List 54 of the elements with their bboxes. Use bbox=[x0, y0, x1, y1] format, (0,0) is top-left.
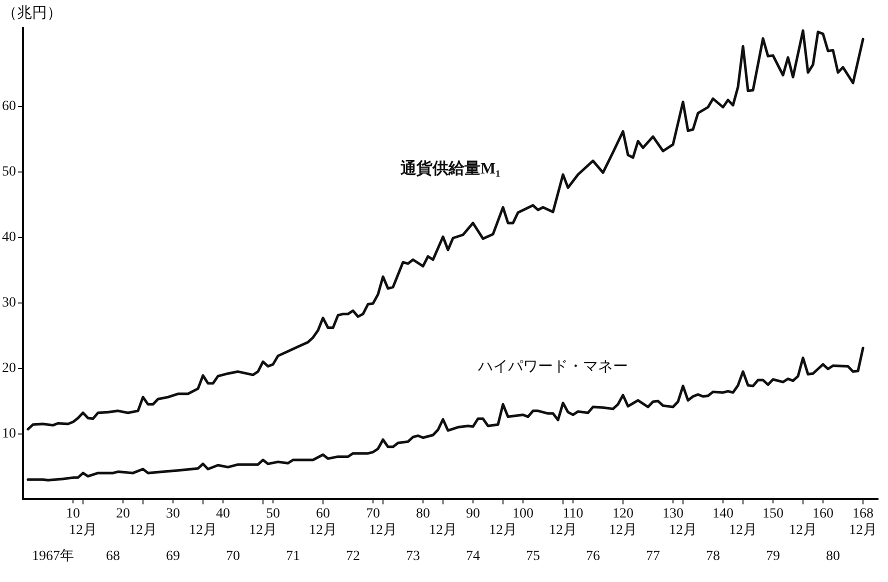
x-tick-label: 30 bbox=[166, 506, 180, 522]
x2-tick-label: 12月 bbox=[249, 522, 277, 538]
x-tick-label: 50 bbox=[266, 506, 280, 522]
text: 74 bbox=[466, 548, 480, 564]
x2-tick-label: 12月 bbox=[789, 522, 817, 538]
text: 75 bbox=[526, 548, 540, 564]
text: 71 bbox=[286, 548, 300, 564]
y-tick-label: 10 bbox=[2, 426, 16, 442]
text: 69 bbox=[166, 548, 180, 564]
x-tick-label: 140 bbox=[712, 506, 734, 522]
x2-tick-label: 12月 bbox=[669, 522, 697, 538]
text: 78 bbox=[706, 548, 720, 564]
x2-tick-label: 12月 bbox=[729, 522, 757, 538]
x-tick-label: 20 bbox=[116, 506, 130, 522]
x-tick-label: 90 bbox=[466, 506, 480, 522]
y-tick-label: 40 bbox=[2, 230, 16, 246]
x-tick-label: 110 bbox=[562, 506, 584, 522]
x-tick-label: 40 bbox=[216, 506, 230, 522]
y-tick-label: 20 bbox=[2, 360, 16, 376]
x2-tick-label: 12月 bbox=[369, 522, 397, 538]
y-tick-label: 60 bbox=[2, 99, 16, 114]
x2-tick-label: 12月 bbox=[429, 522, 457, 538]
text: 76 bbox=[586, 548, 600, 564]
text: 70 bbox=[226, 548, 240, 564]
x-tick-label: 130 bbox=[662, 506, 684, 522]
x2-tick-label: 12月 bbox=[609, 522, 637, 538]
text: 72 bbox=[346, 548, 360, 564]
x-tick-label: 80 bbox=[416, 506, 430, 522]
series-label: ハイパワード・マネー bbox=[477, 359, 628, 376]
x-tick-label: 70 bbox=[366, 506, 380, 522]
x2-tick-label: 12月 bbox=[129, 522, 157, 538]
y-axis-title: （兆円） bbox=[2, 4, 62, 22]
x-tick-label: 60 bbox=[316, 506, 330, 522]
x-tick-label: 168 bbox=[852, 506, 874, 522]
x-tick-label: 10 bbox=[66, 506, 80, 522]
x2-tick-label: 12月 bbox=[489, 522, 517, 538]
x2-tick-label: 12月 bbox=[549, 522, 577, 538]
series-label: 通貨供給量M₁ bbox=[400, 160, 501, 178]
x2-tick-label: 12月 bbox=[189, 522, 217, 538]
text: 79 bbox=[766, 548, 780, 564]
x2-tick-label: 12月 bbox=[69, 522, 97, 538]
x-tick-label: 150 bbox=[762, 506, 784, 522]
x2-tick-label: 12月 bbox=[309, 522, 337, 538]
text: 77 bbox=[646, 548, 660, 564]
text: 1967年 bbox=[32, 548, 74, 564]
x-tick-label: 160 bbox=[812, 506, 834, 522]
y-tick-label: 30 bbox=[2, 296, 16, 311]
text: 68 bbox=[106, 548, 120, 564]
text: 80 bbox=[826, 548, 840, 564]
y-tick-label: 50 bbox=[2, 164, 16, 180]
x-tick-label: 120 bbox=[612, 506, 634, 522]
text: 73 bbox=[406, 548, 420, 564]
x-tick-label: 100 bbox=[512, 506, 534, 522]
x2-tick-label: 12月 bbox=[849, 522, 877, 538]
